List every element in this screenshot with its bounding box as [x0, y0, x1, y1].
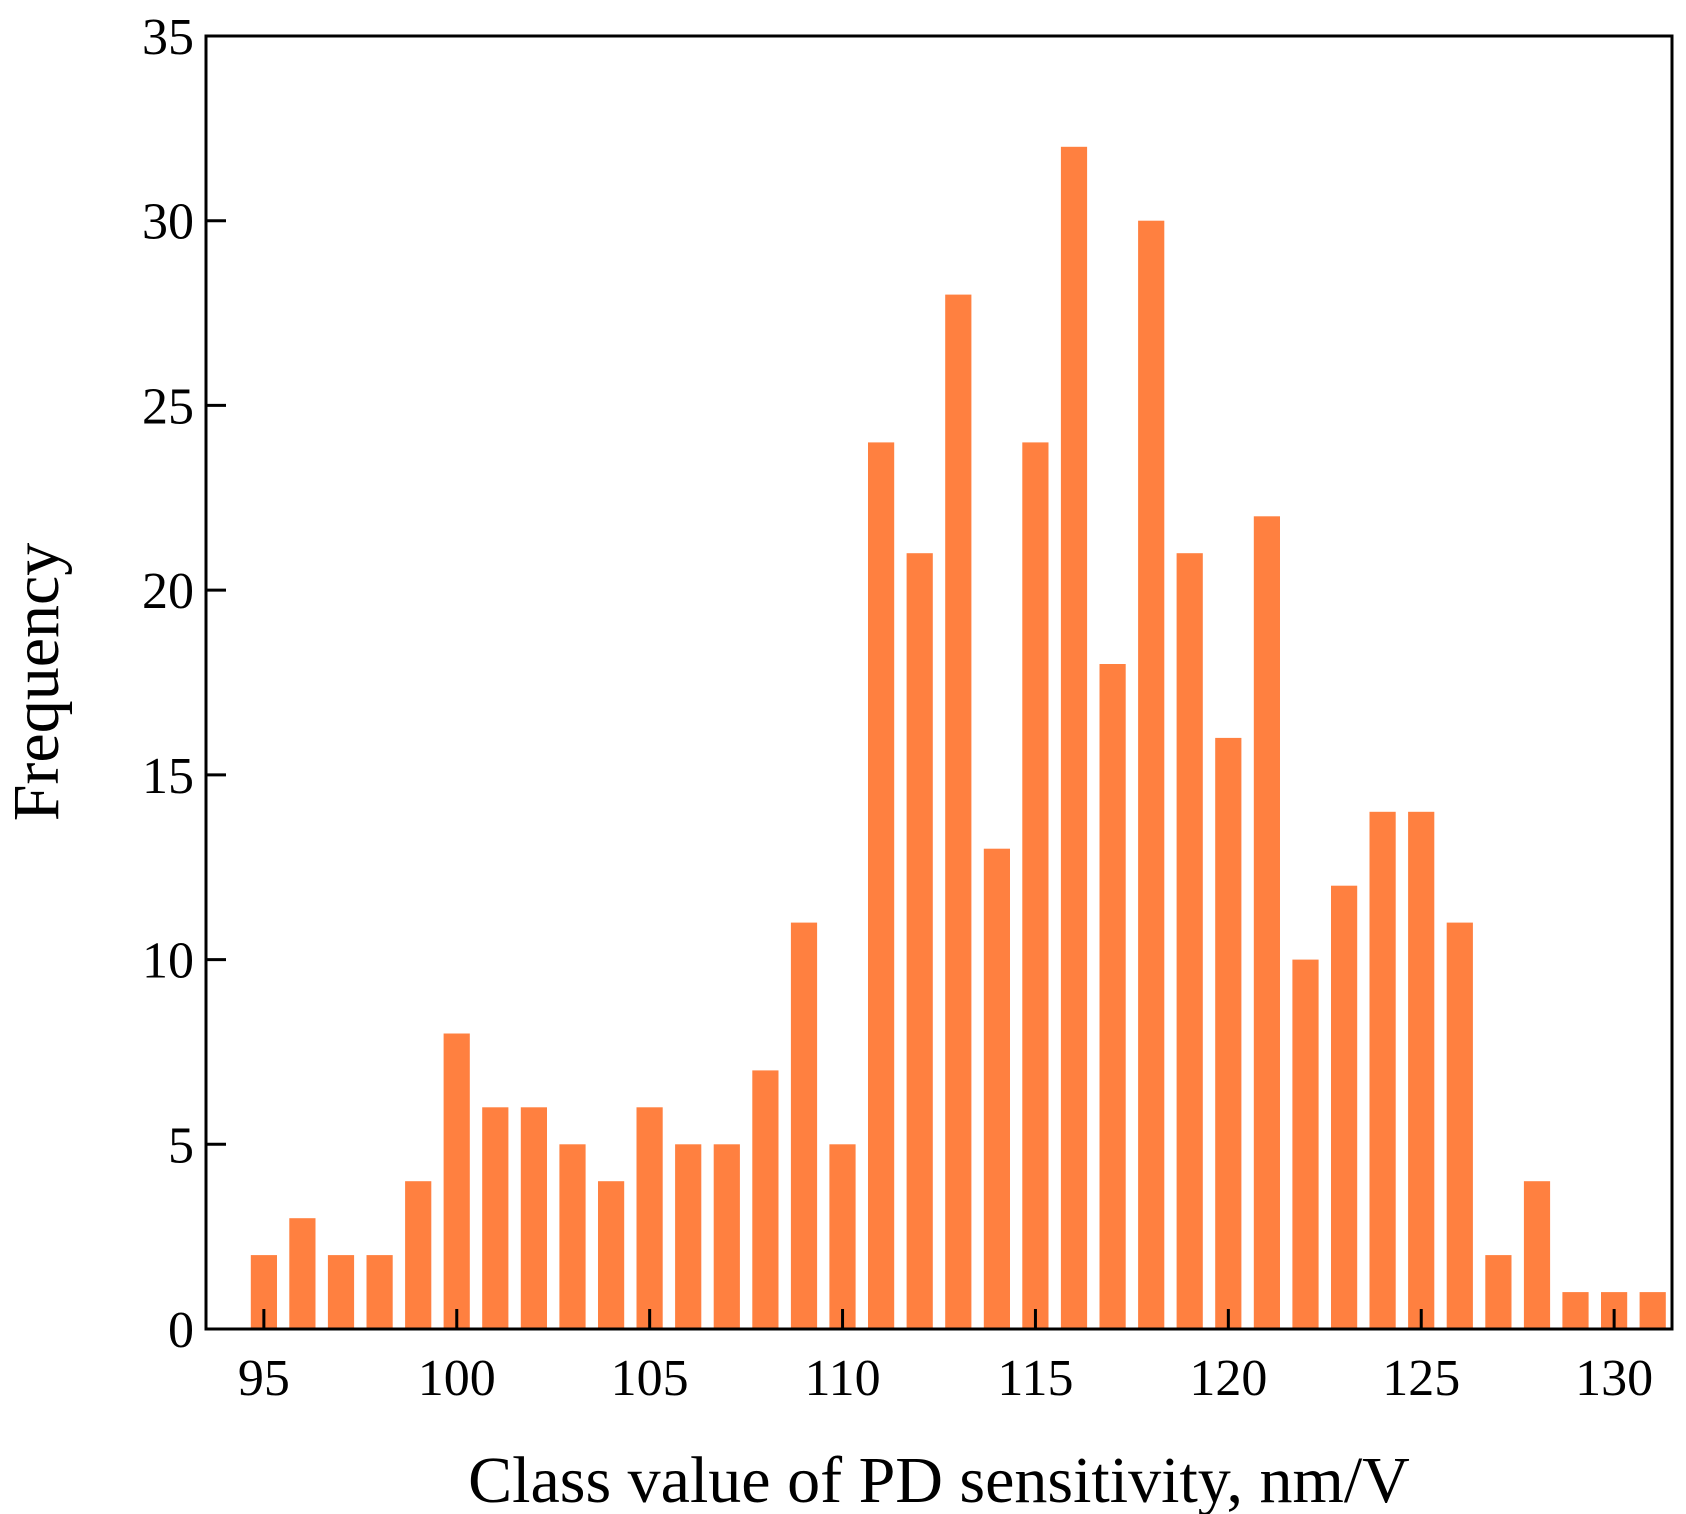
- bar-113: [945, 294, 972, 1330]
- x-tick-label-110: 110: [805, 1350, 881, 1407]
- bar-126: [1446, 922, 1473, 1329]
- x-tick-label-115: 115: [997, 1350, 1073, 1407]
- bar-105: [636, 1107, 663, 1329]
- bar-124: [1369, 811, 1396, 1329]
- bar-128: [1523, 1181, 1551, 1329]
- y-axis: 0 5 10 15 20 25 30 35: [142, 9, 226, 1359]
- y-tick-label-20: 20: [142, 563, 194, 620]
- x-tick-label-95: 95: [238, 1350, 290, 1407]
- bar-129: [1562, 1292, 1589, 1329]
- y-tick-label-25: 25: [142, 378, 194, 435]
- bar-102: [520, 1107, 547, 1329]
- bar-112: [906, 553, 933, 1329]
- bar-99: [405, 1181, 432, 1329]
- bar-127: [1485, 1255, 1512, 1329]
- bar-120: [1215, 737, 1242, 1329]
- bar-115: [1022, 442, 1049, 1329]
- bar-110: [829, 1144, 856, 1329]
- y-tick-label-10: 10: [142, 933, 194, 990]
- bar-98: [366, 1255, 393, 1329]
- x-tick-label-100: 100: [418, 1350, 496, 1407]
- bar-118: [1138, 220, 1165, 1330]
- bar-119: [1176, 553, 1203, 1329]
- bar-114: [983, 848, 1010, 1329]
- y-tick-label-35: 35: [142, 9, 194, 66]
- bar-96: [289, 1218, 316, 1329]
- y-tick-label-5: 5: [168, 1117, 194, 1174]
- bar-108: [752, 1070, 779, 1329]
- bar-121: [1253, 516, 1280, 1329]
- x-tick-label-130: 130: [1575, 1350, 1653, 1407]
- x-axis-title: Class value of PD sensitivity, nm/V: [468, 1444, 1410, 1514]
- bar-97: [327, 1255, 355, 1329]
- bar-123: [1331, 885, 1358, 1329]
- bar-104: [598, 1181, 625, 1329]
- bar-106: [675, 1144, 702, 1329]
- bar-122: [1292, 959, 1319, 1329]
- y-tick-label-0: 0: [168, 1302, 194, 1359]
- bars-group: [250, 146, 1666, 1330]
- y-tick-label-30: 30: [142, 194, 194, 251]
- bar-111: [868, 442, 895, 1329]
- bar-131: [1639, 1292, 1666, 1329]
- x-tick-label-120: 120: [1189, 1350, 1267, 1407]
- y-axis-title: Frequency: [0, 543, 73, 822]
- bar-107: [713, 1144, 740, 1329]
- x-tick-label-105: 105: [611, 1350, 689, 1407]
- y-tick-label-15: 15: [142, 748, 194, 805]
- bar-103: [559, 1144, 586, 1329]
- bar-116: [1060, 146, 1088, 1329]
- bar-125: [1408, 811, 1435, 1329]
- bar-109: [790, 922, 818, 1329]
- plot-frame: [204, 34, 1674, 1331]
- bar-100: [443, 1033, 470, 1329]
- x-axis: 95 100 105 110 115 120 125 130: [238, 1309, 1653, 1407]
- x-tick-label-125: 125: [1382, 1350, 1460, 1407]
- bar-101: [482, 1107, 509, 1329]
- bar-117: [1099, 664, 1126, 1329]
